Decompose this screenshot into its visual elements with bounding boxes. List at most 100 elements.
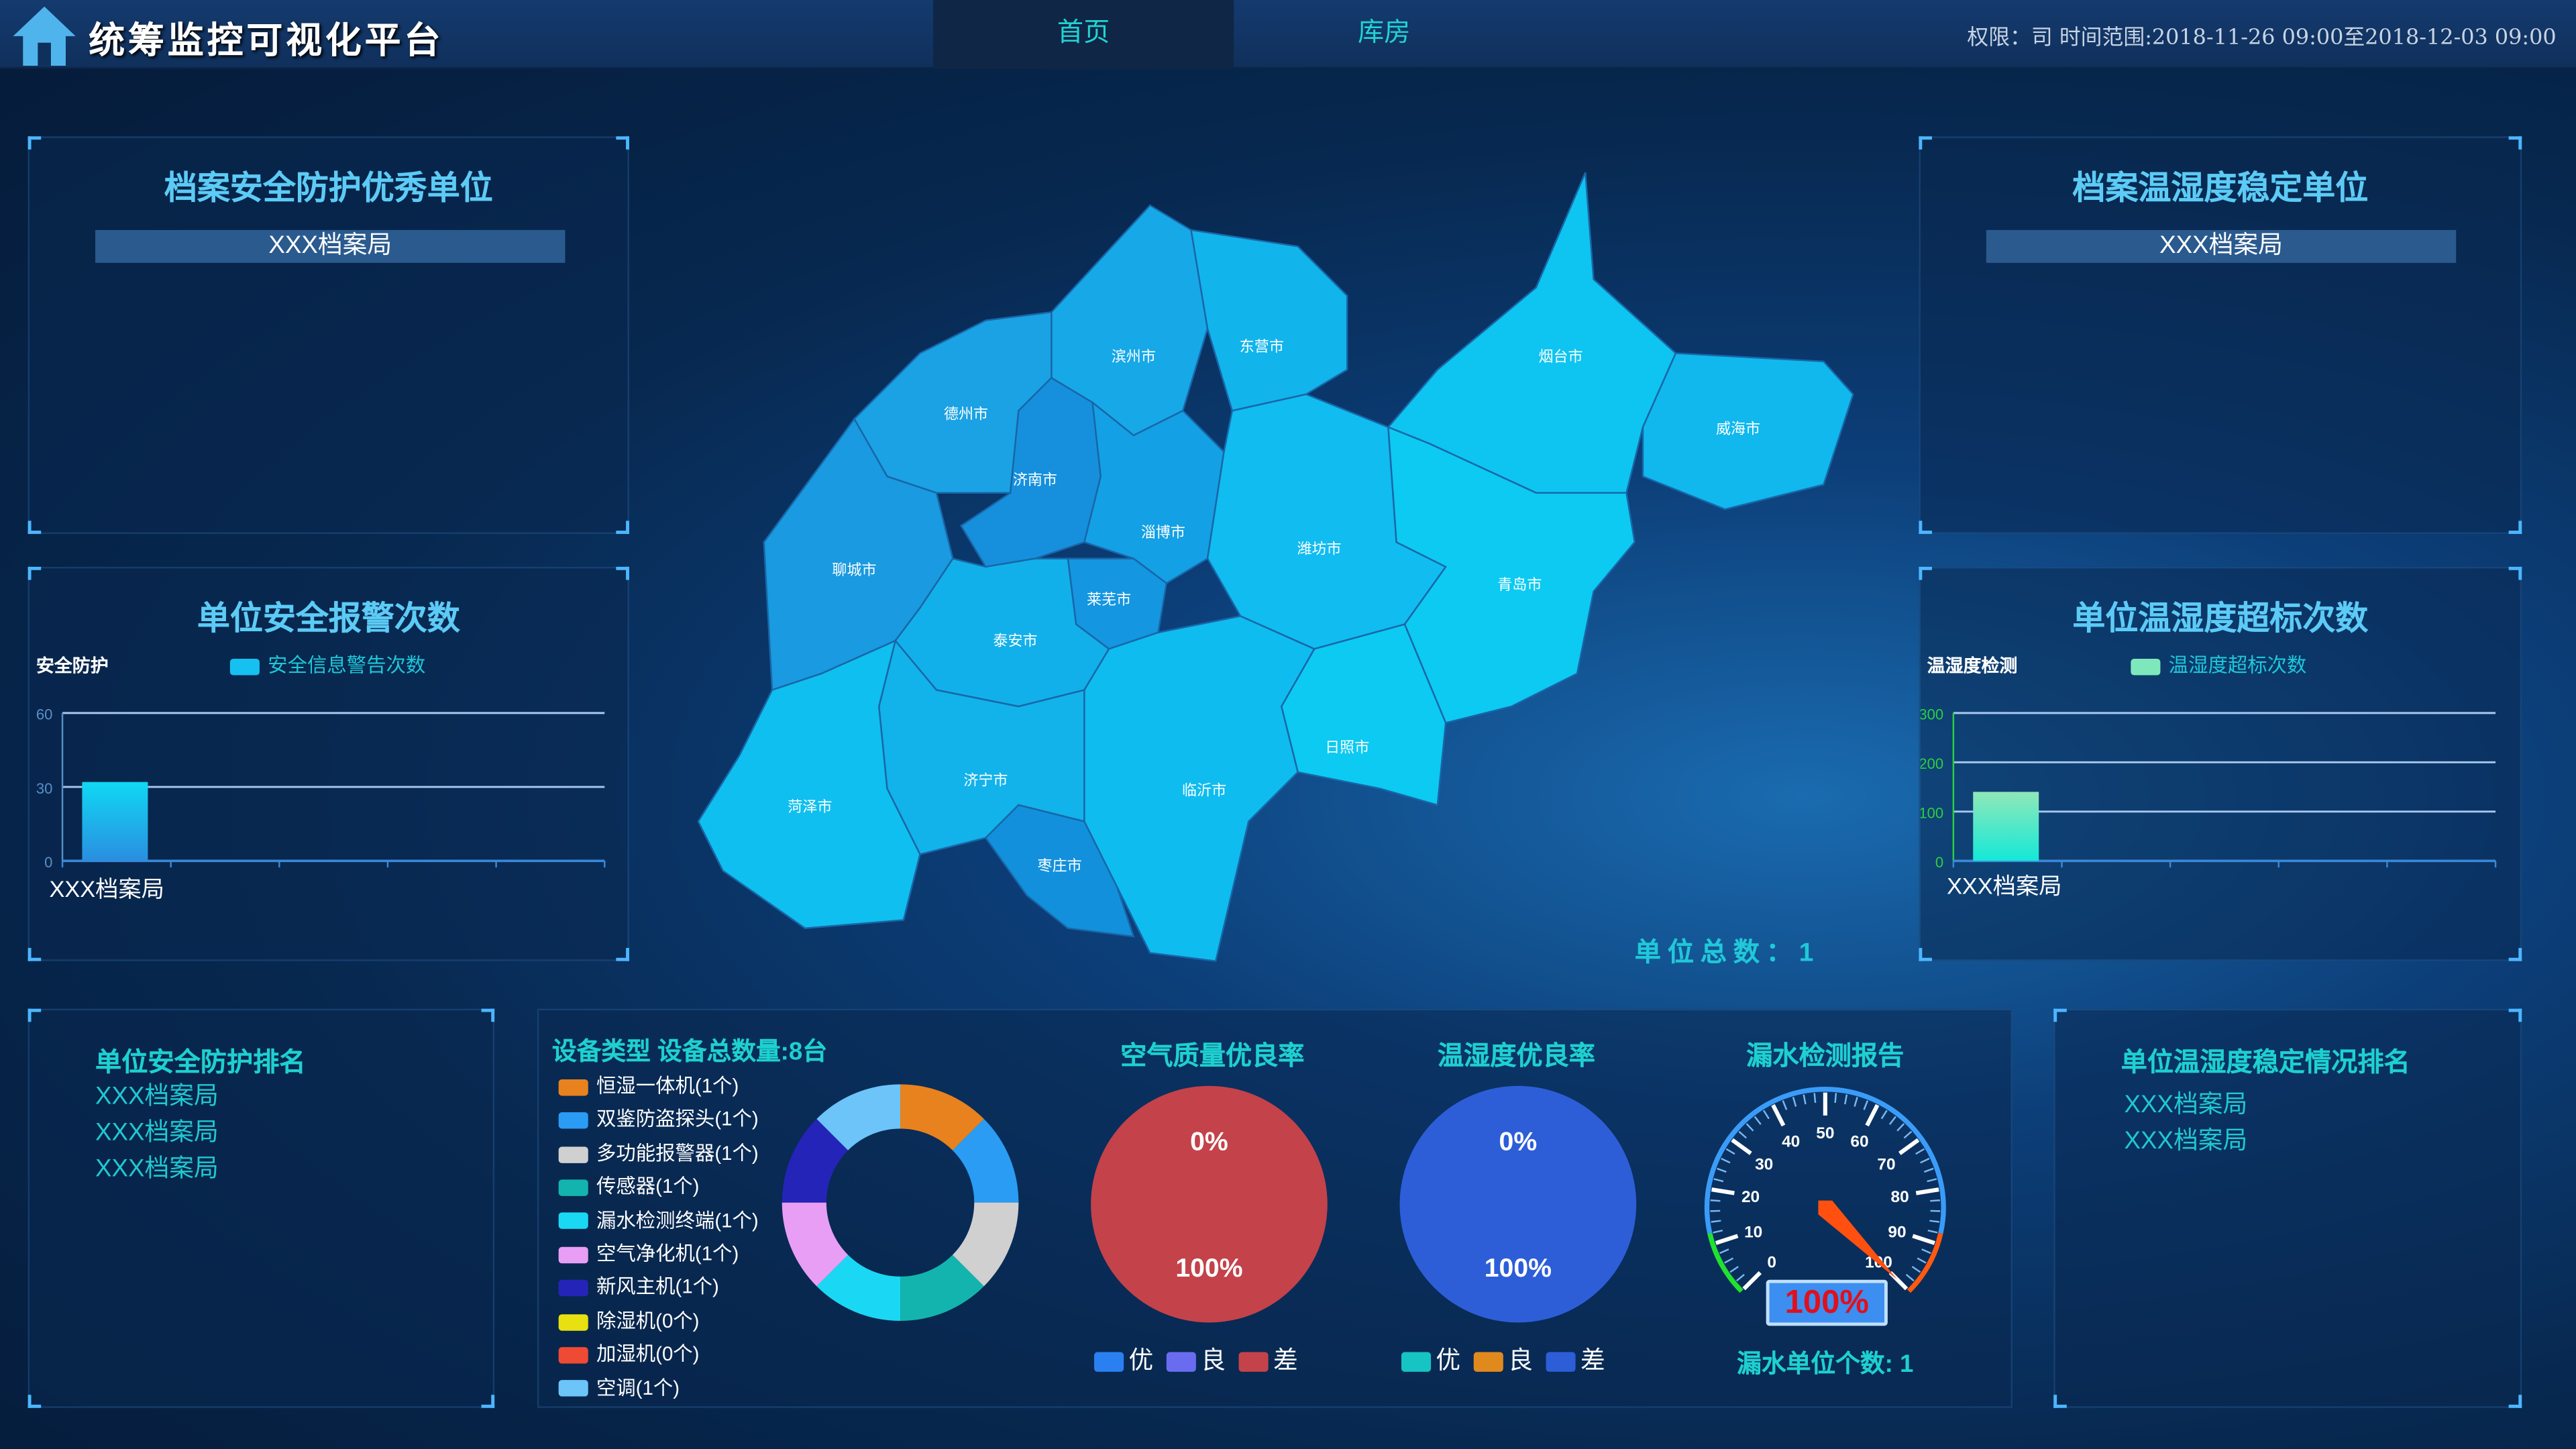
- gauge-tick: [1717, 1167, 1727, 1173]
- device-legend-item[interactable]: 恒湿一体机(1个): [558, 1069, 759, 1103]
- map-region[interactable]: 青岛市: [1387, 425, 1636, 724]
- ranking-item[interactable]: XXX档案局: [95, 1155, 219, 1183]
- device-legend-item[interactable]: 双鉴防盗探头(1个): [558, 1103, 759, 1136]
- legend-item[interactable]: 良: [1473, 1347, 1533, 1375]
- unit-item[interactable]: XXX档案局: [1986, 229, 2457, 263]
- gauge-tick: [1903, 1130, 1913, 1139]
- gauge-tick: [1715, 1234, 1739, 1245]
- unit-item[interactable]: XXX档案局: [95, 229, 566, 263]
- map-region[interactable]: 泰安市: [894, 557, 1110, 708]
- chart-legend[interactable]: 安全信息警告次数: [229, 651, 425, 679]
- donut-slice[interactable]: [782, 1202, 849, 1287]
- gauge-arc: [1907, 1232, 1943, 1293]
- gauge-tick-label: 0: [1767, 1253, 1776, 1271]
- device-legend-item[interactable]: 空调(1个): [558, 1371, 759, 1405]
- map-region[interactable]: 临沂市: [1083, 615, 1316, 963]
- device-legend-item[interactable]: 漏水检测终端(1个): [558, 1203, 759, 1237]
- map-region[interactable]: 威海市: [1642, 352, 1854, 511]
- gauge-tick: [1865, 1104, 1880, 1127]
- y-axis-name: 温湿度检测: [1927, 657, 2018, 677]
- legend-item[interactable]: 良: [1166, 1347, 1226, 1375]
- pie-label: 0%: [1499, 1127, 1538, 1156]
- security-alarm-panel: 单位安全报警次数 安全防护 安全信息警告次数 0 30 60 XXX档案局: [28, 566, 629, 961]
- gauge-tick: [1912, 1234, 1935, 1245]
- device-legend-item[interactable]: 多功能报警器(1个): [558, 1136, 759, 1170]
- y-tick-label: 300: [1921, 706, 1943, 723]
- app-title: 统筹监控可视化平台: [89, 19, 444, 63]
- unit-total: 单位总数：1: [1634, 939, 1821, 968]
- bar-chart: 0 30 60: [36, 706, 606, 871]
- gauge-tick-label: 80: [1890, 1188, 1909, 1206]
- panel-title: 单位安全报警次数: [197, 598, 460, 638]
- map-region[interactable]: 枣庄市: [984, 804, 1135, 938]
- home-icon[interactable]: [10, 3, 79, 69]
- ranking-item[interactable]: XXX档案局: [2124, 1127, 2248, 1155]
- pie-label: 0%: [1190, 1127, 1228, 1156]
- security-ranking-panel: 单位安全防护排名 XXX档案局 XXX档案局 XXX档案局: [28, 1008, 495, 1408]
- map-region[interactable]: 东营市: [1190, 229, 1348, 412]
- legend-item[interactable]: 差: [1546, 1347, 1605, 1375]
- gauge-tick: [1920, 1157, 1930, 1164]
- humidity-ranking-panel: 单位温湿度稳定情况排名 XXX档案局 XXX档案局: [2053, 1008, 2522, 1408]
- bar[interactable]: [82, 782, 148, 861]
- region-label: 威海市: [1716, 421, 1760, 437]
- device-donut-chart: [782, 1084, 1019, 1321]
- donut-slice[interactable]: [952, 1202, 1019, 1287]
- legend-swatch: [558, 1313, 588, 1330]
- region-shape[interactable]: [697, 639, 921, 929]
- device-legend-item[interactable]: 除湿机(0个): [558, 1304, 759, 1338]
- legend-label: 温湿度超标次数: [2168, 653, 2307, 677]
- map-region[interactable]: 淄博市: [1083, 400, 1225, 584]
- gauge-tick-label: 30: [1755, 1156, 1773, 1174]
- legend-swatch: [1401, 1352, 1432, 1372]
- gauge-tick: [1834, 1093, 1837, 1104]
- gauge-tick: [1735, 1273, 1745, 1282]
- bar-chart: 0 100 200 300: [1921, 706, 2497, 871]
- gauge-tick-label: 70: [1877, 1156, 1895, 1174]
- donut-slice[interactable]: [782, 1118, 849, 1203]
- device-legend-item[interactable]: 传感器(1个): [558, 1170, 759, 1203]
- gauge-tick: [1725, 1148, 1735, 1155]
- ranking-item[interactable]: XXX档案局: [95, 1118, 219, 1147]
- donut-slice[interactable]: [952, 1118, 1019, 1203]
- humidity-legend: 优良差: [1401, 1342, 1618, 1377]
- legend-item[interactable]: 优: [1094, 1347, 1153, 1375]
- tab-home[interactable]: 首页: [933, 0, 1234, 69]
- bar[interactable]: [1973, 792, 2039, 861]
- region-label: 青岛市: [1497, 576, 1542, 593]
- map-region[interactable]: 济南市: [960, 376, 1102, 568]
- region-shape[interactable]: [1083, 400, 1225, 584]
- legend-item[interactable]: 差: [1238, 1347, 1298, 1375]
- gauge-tick: [1854, 1097, 1858, 1107]
- legend-item[interactable]: 优: [1401, 1347, 1460, 1375]
- gauge-tick: [1782, 1100, 1788, 1110]
- ranking-item[interactable]: XXX档案局: [2124, 1091, 2248, 1119]
- map-region[interactable]: 菏泽市: [697, 639, 921, 929]
- donut-slice[interactable]: [900, 1084, 984, 1150]
- humidity-pie-chart: 0% 100%: [1399, 1085, 1637, 1323]
- region-shape[interactable]: [984, 804, 1135, 938]
- gauge-tick: [1929, 1220, 1940, 1223]
- device-legend-item[interactable]: 加湿机(0个): [558, 1338, 759, 1371]
- map-region[interactable]: 潍坊市: [1206, 393, 1447, 650]
- donut-slice[interactable]: [900, 1254, 984, 1321]
- header: 统筹监控可视化平台 首页 库房 权限：司 时间范围:2018-11-26 09:…: [0, 0, 2576, 69]
- legend-swatch: [1094, 1352, 1124, 1372]
- donut-slice[interactable]: [816, 1254, 901, 1321]
- region-label: 聊城市: [832, 561, 876, 578]
- donut-slice[interactable]: [816, 1084, 901, 1150]
- device-legend-item[interactable]: 新风主机(1个): [558, 1271, 759, 1304]
- region-label: 莱芜市: [1087, 591, 1131, 608]
- legend-label: 良: [1201, 1347, 1226, 1375]
- region-label: 东营市: [1240, 338, 1284, 355]
- device-legend-item[interactable]: 空气净化机(1个): [558, 1237, 759, 1271]
- region-shape[interactable]: [1642, 352, 1854, 511]
- legend-label: 除湿机(0个): [596, 1309, 700, 1332]
- ranking-item[interactable]: XXX档案局: [95, 1082, 219, 1111]
- gauge-tick: [1896, 1123, 1905, 1132]
- tab-warehouse[interactable]: 库房: [1358, 19, 1411, 48]
- y-tick-label: 30: [36, 780, 53, 797]
- gauge-tick: [1711, 1220, 1721, 1223]
- chart-legend[interactable]: 温湿度超标次数: [2131, 651, 2306, 679]
- region-shape[interactable]: [1190, 229, 1348, 412]
